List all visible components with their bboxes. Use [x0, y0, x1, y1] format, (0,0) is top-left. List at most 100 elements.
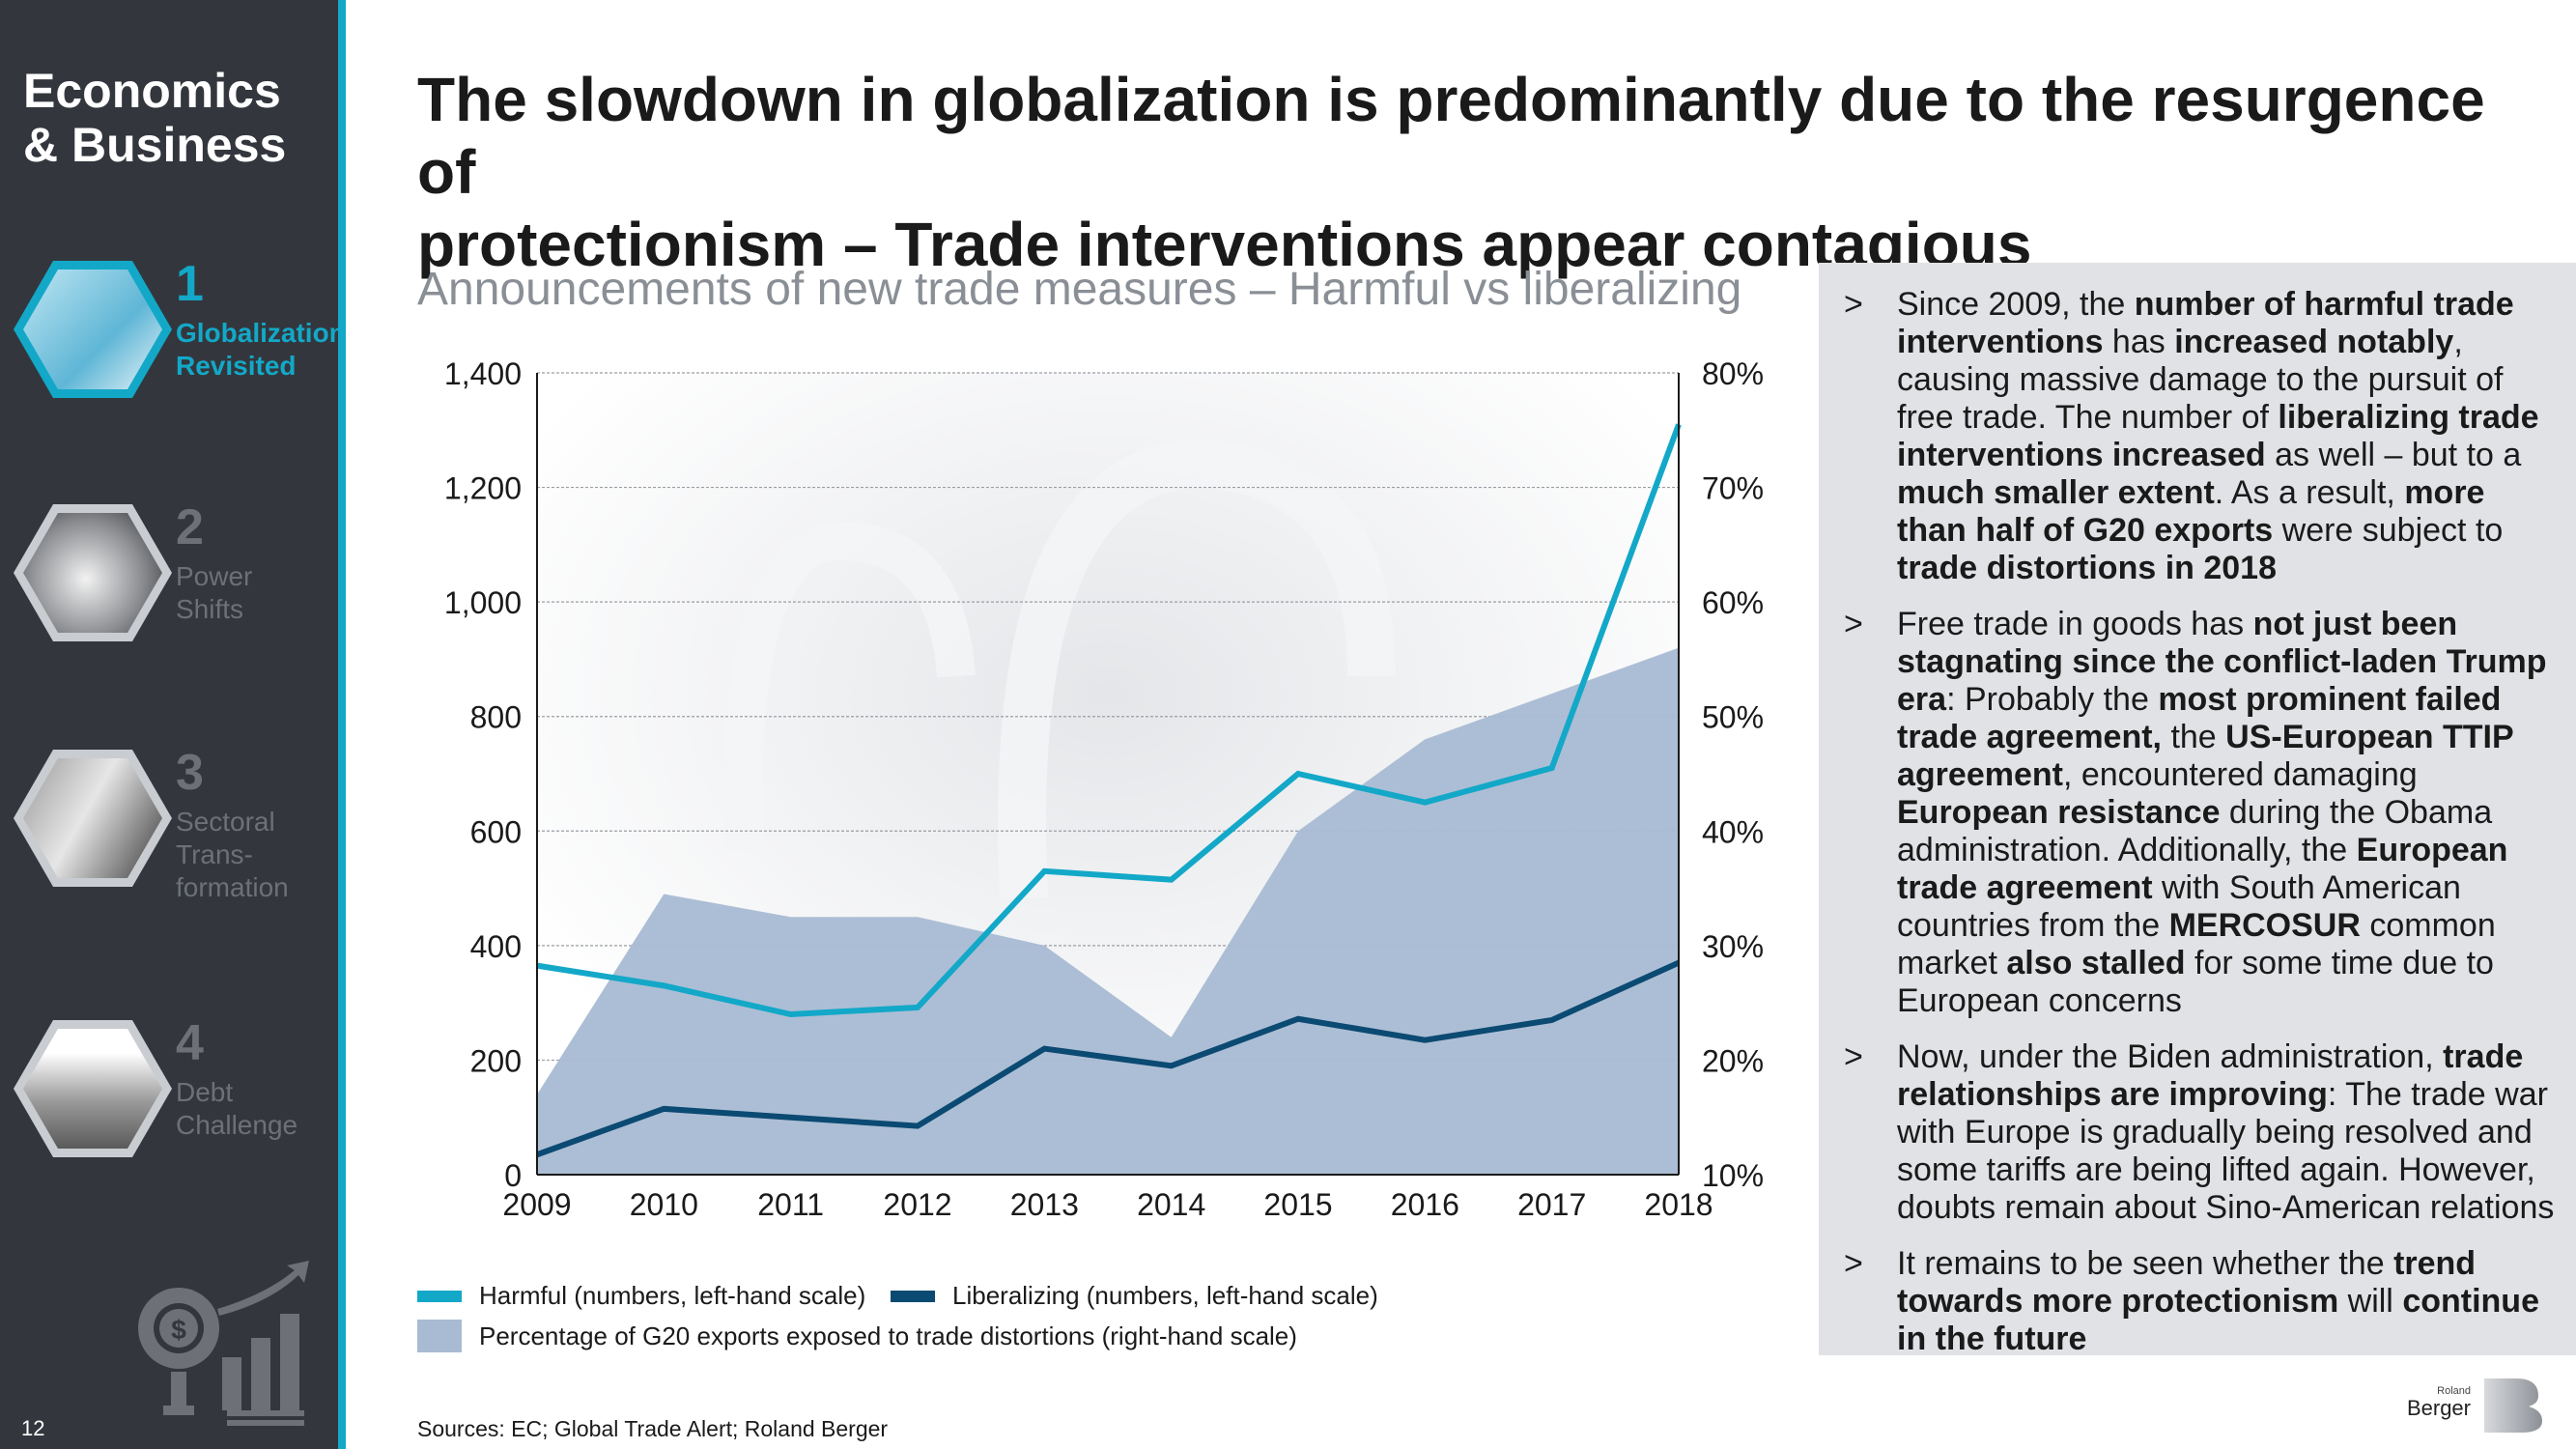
section-label: Power Shifts: [176, 560, 252, 626]
section-label: Globalization Revisited: [176, 317, 346, 383]
section-label-line: Sectoral: [176, 807, 275, 837]
bullet-text: European trade agreement: [1897, 832, 2508, 906]
section-number: 4: [176, 1015, 204, 1071]
y-right-tick-label: 20%: [1702, 1043, 1764, 1078]
series-line-harmful: [536, 423, 1682, 1018]
section-label-line: Power: [176, 561, 253, 591]
legend-label: Liberalizing (numbers, left-hand scale): [952, 1281, 1378, 1310]
bullet-text: not just been stagnating since the confl…: [1897, 606, 2547, 718]
sidebar-section-2[interactable]: 2 Power Shifts: [14, 499, 332, 649]
bullet-marker: >: [1844, 1245, 1863, 1282]
bullet-list: > Since 2009, the number of harmful trade…: [1844, 286, 2559, 1377]
section-number: 1: [176, 256, 204, 312]
bullet-text: most prominent failed trade agreement,: [1897, 681, 2502, 755]
commentary-panel: > Since 2009, the number of harmful trade…: [1819, 263, 2576, 1357]
bullet-text: continue in the future: [1897, 1283, 2539, 1357]
x-tick-label: 2013: [1010, 1187, 1079, 1222]
section-label-line: Revisited: [176, 351, 297, 381]
bullet-item: > Now, under the Biden administration, tr…: [1844, 1038, 2559, 1227]
bullet-text: as well – but to a: [2265, 437, 2522, 473]
bullet-text: has: [2103, 324, 2175, 360]
y-left-tick-label: 1,200: [444, 471, 522, 506]
svg-text:Berger: Berger: [2407, 1396, 2471, 1420]
bullet-text: number of harmful trade interventions: [1897, 286, 2514, 360]
bullet-text: . As a result,: [2214, 474, 2405, 511]
bullet-text: Free trade in goods has: [1897, 606, 2253, 642]
x-tick-label: 2010: [630, 1187, 698, 1222]
x-tick-label: 2018: [1644, 1187, 1713, 1222]
bullet-marker: >: [1844, 606, 1863, 642]
globe-photo: [23, 513, 162, 633]
svg-text:Roland: Roland: [2437, 1385, 2471, 1397]
legend-swatch: [891, 1291, 935, 1302]
bullet-item: > Since 2009, the number of harmful trade…: [1844, 286, 2559, 587]
x-tick-label: 2011: [757, 1187, 824, 1222]
y-left-tick-label: 800: [470, 700, 522, 735]
section-number: 2: [176, 499, 204, 555]
section-label-line: Trans-: [176, 839, 253, 869]
y-left-tick-label: 400: [470, 929, 522, 964]
series-line-liberalizing: [535, 959, 1681, 1158]
bullet-text: during the Obama administration. Additio…: [1897, 794, 2493, 868]
section-label: Sectoral Trans-formation: [176, 806, 289, 904]
chart: 0 200 400 600 800 1,000 1,200 1,400 10% 20% 30% 40%…: [444, 356, 1764, 1222]
legend-label: Percentage of G20 exports exposed to tra…: [479, 1321, 1297, 1350]
roland-berger-logo: Roland Berger: [2405, 1377, 2550, 1435]
brand-line: Economics: [23, 64, 281, 118]
bullet-text: with South American countries from the: [1897, 869, 2461, 944]
bullet-text: will: [2338, 1283, 2403, 1320]
bullet-item: > Free trade in goods has not just been s…: [1844, 606, 2559, 1020]
x-tick-label: 2016: [1391, 1187, 1459, 1222]
bullet-text: common market: [1897, 907, 2496, 981]
bullet-item: > It remains to be seen whether the trend…: [1844, 1245, 2559, 1358]
legend-item-percentage: Percentage of G20 exports exposed to tra…: [417, 1320, 1297, 1352]
x-tick-label: 2009: [502, 1187, 571, 1222]
sidebar-section-4[interactable]: 4 Debt Challenge: [14, 1015, 332, 1165]
y-right-tick-label: 10%: [1702, 1158, 1764, 1193]
lab-workers-photo: [23, 758, 162, 878]
y-right-tick-label: 40%: [1702, 814, 1764, 849]
x-tick-label: 2017: [1517, 1187, 1586, 1222]
bullet-text: : The trade war with Europe is gradually…: [1897, 1076, 2555, 1226]
gauge-arc: [723, 521, 976, 851]
bullet-text: , encountered damaging: [2062, 756, 2418, 793]
accent-stripe: [338, 0, 346, 1449]
bullet-text: liberalizing trade interventions increas…: [1897, 399, 2539, 473]
sidebar-section-3[interactable]: 3 Sectoral Trans-formation: [14, 745, 332, 902]
legend-label: Harmful (numbers, left-hand scale): [479, 1281, 866, 1310]
bullet-text: much smaller extent: [1897, 474, 2215, 511]
section-label-line: formation: [176, 872, 289, 902]
x-tick-label: 2015: [1263, 1187, 1332, 1222]
y-left-tick-label: 1,000: [444, 585, 522, 620]
series-area-percentage: [537, 647, 1679, 1175]
section-number: 3: [176, 745, 204, 801]
y-right-tick-label: 80%: [1702, 356, 1764, 391]
bullet-text: were subject to: [2273, 512, 2504, 549]
sources-note: Sources: EC; Global Trade Alert; Roland …: [417, 1416, 889, 1441]
y-left-tick-label: 1,400: [444, 356, 522, 391]
section-label-line: Globalization: [176, 318, 346, 348]
legend-item-harmful: Harmful (numbers, left-hand scale): [417, 1281, 865, 1311]
section-thumbnail: [14, 750, 172, 887]
bullet-text: for some time due to European concerns: [1897, 945, 2494, 1019]
x-tick-label: 2014: [1137, 1187, 1205, 1222]
brand-line: & Business: [23, 118, 287, 172]
bullet-text: , causing massive damage to the pursuit …: [1897, 324, 2504, 436]
legend-swatch: [417, 1320, 462, 1352]
y-left-tick-label: 200: [470, 1043, 522, 1078]
legend-swatch: [417, 1291, 462, 1302]
bullet-text: European resistance: [1897, 794, 2221, 831]
svg-text:$: $: [171, 1315, 186, 1345]
chart-title: Announcements of new trade measures – Ha…: [417, 264, 1742, 315]
sidebar-section-1[interactable]: 1 Globalization Revisited: [14, 256, 346, 406]
gauge-arc: [998, 439, 1396, 900]
page-number: 12: [21, 1416, 45, 1440]
title-line: protectionism – Trade interventions appe…: [417, 210, 2032, 279]
bullet-marker: >: [1844, 1038, 1863, 1075]
section-label-line: Challenge: [176, 1110, 298, 1140]
bullet-text: also stalled: [2006, 945, 2186, 981]
bullet-text: It remains to be seen whether the: [1897, 1245, 2394, 1282]
brand-title: Economics & Business: [23, 64, 286, 172]
bullet-text: the: [2162, 719, 2226, 755]
y-right-tick-label: 30%: [1702, 929, 1764, 964]
